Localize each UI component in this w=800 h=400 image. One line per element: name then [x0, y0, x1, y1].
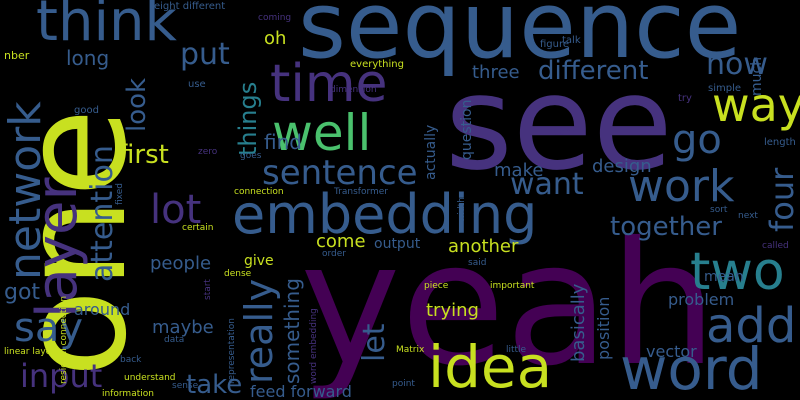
word-mean: mean — [704, 269, 744, 285]
word-oh: oh — [264, 28, 287, 49]
word-point: point — [392, 379, 415, 389]
word-linear-layer: linear layer — [4, 347, 55, 357]
word-matrix: Matrix — [396, 345, 425, 355]
word-said: said — [468, 258, 487, 268]
word-find: find — [264, 130, 302, 154]
word-design: design — [592, 156, 652, 177]
word-back: back — [120, 355, 142, 365]
word-look: look — [122, 77, 152, 132]
word-everything: everything — [350, 59, 404, 70]
word-four: four — [763, 167, 800, 232]
word-embedding: embedding — [232, 183, 538, 246]
word-understand: understand — [124, 373, 176, 383]
word-things: things — [234, 81, 262, 156]
word-zero: zero — [198, 147, 218, 157]
word-position: position — [594, 296, 613, 360]
word-connection: connection — [234, 187, 284, 197]
word-dense: dense — [224, 269, 252, 279]
word-yeah: yeah — [300, 206, 718, 400]
word-attention: attention — [85, 145, 120, 282]
word-around: around — [74, 300, 131, 319]
word-take: take — [186, 370, 243, 400]
word-vector: vector — [646, 342, 697, 361]
word-word: word — [620, 335, 763, 400]
word-sort: sort — [710, 205, 728, 215]
word-little: little — [506, 345, 527, 355]
word-next: next — [738, 211, 758, 221]
word-put: put — [180, 37, 230, 72]
word-maybe: maybe — [152, 317, 214, 338]
word-output: output — [374, 236, 421, 252]
word-something: something — [280, 278, 304, 384]
word-well: well — [272, 104, 372, 162]
word-transformer: Transformer — [334, 187, 389, 197]
word-another: another — [448, 236, 519, 257]
word-actually: actually — [423, 124, 439, 180]
word-good: good — [74, 105, 99, 116]
word-add: add — [706, 298, 797, 354]
word-sense: sense — [172, 381, 199, 391]
word-nber: nber — [4, 49, 30, 62]
word-word-embedding: word embedding — [309, 308, 319, 384]
word-see: see — [445, 47, 673, 199]
word-give: give — [244, 253, 274, 269]
word-sentence: sentence — [262, 153, 418, 193]
word-fixed: fixed — [115, 183, 125, 205]
word-people: people — [150, 253, 212, 274]
word-input: input — [20, 357, 103, 395]
word-go: go — [672, 117, 722, 163]
word-trying: trying — [426, 300, 479, 321]
word-let: let — [357, 323, 392, 362]
word-feed-forward: feed forward — [250, 382, 352, 400]
word-first: first — [118, 140, 169, 170]
word-width: width — [457, 197, 467, 222]
word-residual-connection: residual connection — [59, 295, 69, 384]
word-data: data — [164, 335, 185, 345]
word-important: important — [490, 281, 535, 291]
word-basically: basically — [568, 283, 589, 362]
word-representation: representation — [227, 317, 237, 384]
word-dimension: dimension — [330, 85, 377, 95]
word-order: order — [322, 249, 346, 259]
word-think: think — [36, 0, 177, 54]
word-really: really — [237, 278, 281, 384]
word-simple: simple — [708, 83, 742, 94]
word-called: called — [762, 241, 789, 251]
word-together: together — [610, 212, 722, 242]
word-make: make — [494, 160, 544, 181]
word-information: information — [102, 389, 154, 399]
word-start: start — [203, 279, 213, 300]
word-lot: lot — [150, 187, 202, 233]
word-question: question — [459, 99, 475, 160]
word-talk: talk — [562, 35, 581, 46]
word-much: much — [749, 56, 765, 96]
word-now: now — [706, 47, 768, 82]
word-come: come — [316, 231, 366, 252]
word-time: time — [270, 54, 388, 114]
word-try: try — [678, 93, 692, 104]
word-work: work — [628, 161, 735, 212]
word-coming: coming — [258, 13, 292, 23]
word-want: want — [510, 167, 584, 202]
word-use: use — [188, 79, 206, 90]
word-problem: problem — [668, 290, 735, 309]
word-eight-different: eight different — [154, 1, 226, 12]
word-long: long — [66, 46, 110, 70]
word-sequence: sequence — [298, 0, 742, 79]
word-goes: goes — [240, 151, 262, 161]
word-piece: piece — [424, 281, 449, 291]
word-learn: learn — [550, 127, 576, 138]
word-two: two — [690, 242, 785, 302]
word-different: different — [538, 56, 649, 86]
word-idea: idea — [428, 333, 553, 400]
word-three: three — [472, 62, 520, 83]
word-got: got — [4, 280, 41, 305]
word-way: way — [712, 78, 800, 132]
word-length: length — [764, 137, 796, 148]
word-say: say — [14, 305, 84, 351]
word-certain: certain — [182, 223, 214, 233]
word-figure: figure — [540, 39, 570, 50]
